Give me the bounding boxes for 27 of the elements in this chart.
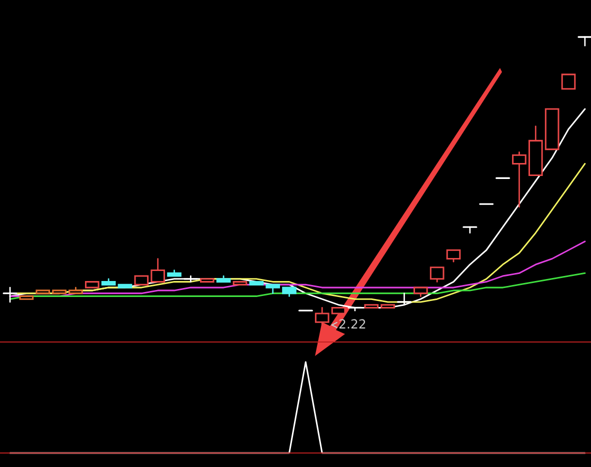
candlestick (200, 278, 214, 283)
candlestick (331, 306, 346, 314)
candlestick (19, 295, 34, 300)
candlestick (36, 290, 50, 294)
candlestick (512, 152, 526, 208)
candlestick (544, 108, 560, 150)
candlestick (266, 284, 280, 294)
candlestick (364, 304, 379, 308)
candlestick (232, 281, 248, 286)
candlestick (118, 284, 132, 288)
candlestick (52, 290, 66, 294)
candlestick (282, 286, 296, 297)
candlestick (430, 266, 444, 282)
candlestick (397, 292, 412, 306)
candlestick (561, 74, 576, 90)
candlestick (413, 286, 428, 297)
candlestick (167, 270, 182, 277)
annotation: 2.22 (339, 319, 366, 328)
candlestick (150, 258, 166, 283)
candlestick (380, 304, 395, 308)
candlestick (462, 226, 478, 234)
candlestick (84, 281, 100, 288)
candlestick (249, 281, 264, 286)
candlestick (68, 286, 83, 294)
candlestick (134, 275, 149, 286)
candlestick (578, 36, 591, 46)
candlestick (528, 126, 543, 176)
